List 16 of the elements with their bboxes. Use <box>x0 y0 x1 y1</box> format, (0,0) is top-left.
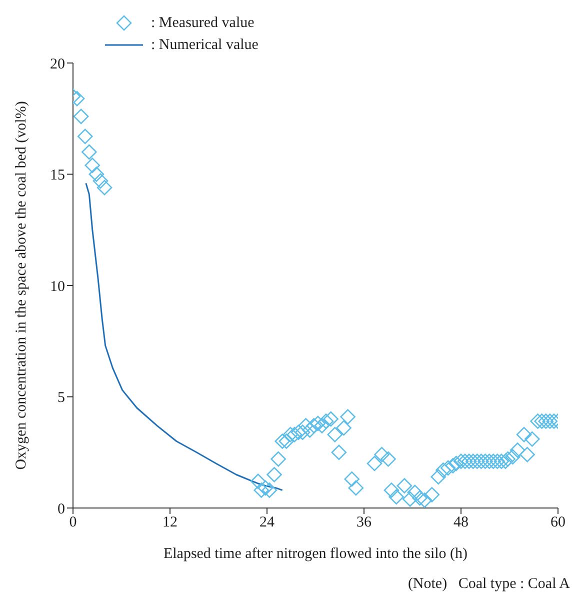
y-axis-title: Oxygen concentration in the space above the coal bed (vol%) <box>13 101 30 470</box>
legend-label: : Numerical value <box>151 36 258 54</box>
x-tick-label: 0 <box>69 514 77 531</box>
x-tick-label: 24 <box>260 514 275 531</box>
legend-label: : Measured value <box>151 14 254 32</box>
y-tick-label: 15 <box>50 168 65 184</box>
x-tick-label: 36 <box>356 514 372 531</box>
y-tick-label: 0 <box>58 501 65 518</box>
x-tick-label: 12 <box>162 514 178 531</box>
y-tick-label: 5 <box>58 390 65 406</box>
text: (Note) Coal type : Coal A <box>406 576 570 593</box>
x-tick-label: 48 <box>454 514 468 531</box>
x-tick-label: 60 <box>550 514 566 531</box>
y-tick-label: 20 <box>50 56 65 72</box>
x-axis-title: Elapsed time after nitrogen flowed into the silo (h) <box>163 546 468 562</box>
y-tick-label: 10 <box>50 278 65 295</box>
